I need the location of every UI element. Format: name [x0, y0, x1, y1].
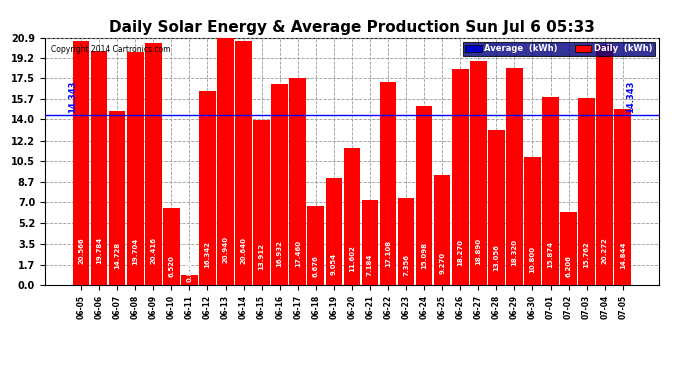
Text: 13.912: 13.912 [259, 243, 265, 270]
Bar [542, 97, 559, 285]
Bar [434, 175, 451, 285]
Text: 19.704: 19.704 [132, 237, 138, 264]
Text: 14.728: 14.728 [114, 242, 120, 269]
Title: Daily Solar Energy & Average Production Sun Jul 6 05:33: Daily Solar Energy & Average Production … [109, 20, 595, 35]
Bar [344, 148, 360, 285]
Text: 15.762: 15.762 [584, 242, 590, 268]
Text: 11.602: 11.602 [349, 245, 355, 272]
Bar [506, 68, 523, 285]
Bar [145, 43, 161, 285]
Text: 18.890: 18.890 [475, 238, 482, 266]
Text: 10.800: 10.800 [529, 246, 535, 273]
Bar [380, 82, 396, 285]
Text: 7.184: 7.184 [367, 254, 373, 276]
Bar [452, 69, 469, 285]
Text: 17.460: 17.460 [295, 240, 301, 267]
Text: 15.874: 15.874 [547, 241, 553, 268]
Bar [72, 42, 90, 285]
Text: 18.270: 18.270 [457, 239, 463, 266]
Bar [416, 106, 433, 285]
Text: Copyright 2014 Cartronics.com: Copyright 2014 Cartronics.com [51, 45, 170, 54]
Bar [397, 198, 415, 285]
Text: 14.844: 14.844 [620, 242, 626, 269]
Bar [560, 211, 577, 285]
Bar [253, 120, 270, 285]
Text: 17.108: 17.108 [385, 240, 391, 267]
Text: 15.098: 15.098 [421, 242, 427, 269]
Bar [217, 37, 234, 285]
Bar [362, 200, 378, 285]
Bar [163, 208, 179, 285]
Text: 20.940: 20.940 [222, 236, 228, 263]
Bar [326, 178, 342, 285]
Bar [127, 52, 144, 285]
Text: 0.814: 0.814 [186, 260, 193, 282]
Bar [524, 157, 541, 285]
Legend: Average  (kWh), Daily  (kWh): Average (kWh), Daily (kWh) [463, 42, 655, 56]
Text: 19.784: 19.784 [96, 237, 102, 264]
Text: 20.416: 20.416 [150, 237, 157, 264]
Bar [488, 130, 504, 285]
Text: 16.342: 16.342 [204, 241, 210, 268]
Text: 18.320: 18.320 [511, 239, 518, 266]
Text: 20.566: 20.566 [78, 237, 84, 264]
Text: 14.343: 14.343 [627, 81, 635, 113]
Text: 6.520: 6.520 [168, 255, 175, 277]
Bar [614, 109, 631, 285]
Bar [109, 111, 126, 285]
Text: 6.206: 6.206 [566, 255, 571, 278]
Bar [271, 84, 288, 285]
Bar [308, 206, 324, 285]
Text: 13.056: 13.056 [493, 244, 500, 271]
Text: 20.272: 20.272 [602, 237, 608, 264]
Bar [235, 40, 252, 285]
Text: 7.356: 7.356 [403, 254, 409, 276]
Bar [470, 61, 486, 285]
Text: 9.270: 9.270 [439, 252, 445, 274]
Text: 6.676: 6.676 [313, 255, 319, 277]
Text: 9.054: 9.054 [331, 252, 337, 274]
Bar [578, 98, 595, 285]
Text: 20.640: 20.640 [241, 237, 246, 264]
Bar [596, 45, 613, 285]
Text: 14.343: 14.343 [68, 81, 77, 113]
Bar [181, 275, 198, 285]
Text: 16.932: 16.932 [277, 240, 283, 267]
Bar [91, 51, 108, 285]
Bar [199, 92, 216, 285]
Bar [289, 78, 306, 285]
